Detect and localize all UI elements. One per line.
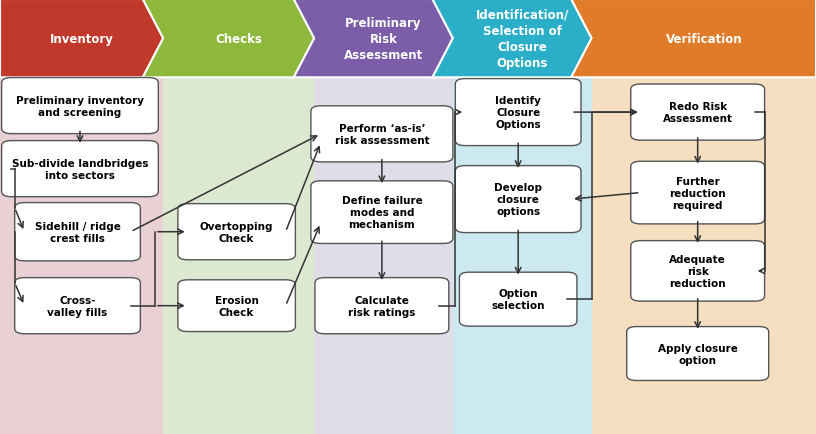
- FancyBboxPatch shape: [311, 107, 453, 163]
- Text: Define failure
modes and
mechanism: Define failure modes and mechanism: [342, 196, 422, 230]
- FancyBboxPatch shape: [15, 278, 140, 334]
- FancyBboxPatch shape: [631, 241, 765, 301]
- FancyBboxPatch shape: [631, 162, 765, 224]
- Text: Inventory: Inventory: [50, 33, 113, 46]
- FancyBboxPatch shape: [178, 280, 295, 332]
- FancyBboxPatch shape: [455, 166, 581, 233]
- FancyBboxPatch shape: [627, 327, 769, 381]
- FancyBboxPatch shape: [315, 278, 449, 334]
- Bar: [453, 78, 592, 434]
- Text: Develop
closure
options: Develop closure options: [494, 183, 542, 217]
- Text: Calculate
risk ratings: Calculate risk ratings: [348, 295, 415, 317]
- Text: Sub-divide landbridges
into sectors: Sub-divide landbridges into sectors: [11, 158, 149, 180]
- Text: Verification: Verification: [666, 33, 742, 46]
- Text: Option
selection: Option selection: [491, 289, 545, 310]
- Text: Apply closure
option: Apply closure option: [658, 343, 738, 365]
- FancyBboxPatch shape: [459, 273, 577, 326]
- Polygon shape: [143, 0, 314, 78]
- Polygon shape: [432, 0, 592, 78]
- FancyBboxPatch shape: [455, 79, 581, 146]
- FancyBboxPatch shape: [15, 203, 140, 261]
- Bar: [163, 78, 314, 434]
- Bar: [314, 78, 453, 434]
- Text: Perform ‘as-is’
risk assessment: Perform ‘as-is’ risk assessment: [335, 124, 429, 145]
- Text: Identification/
Selection of
Closure
Options: Identification/ Selection of Closure Opt…: [476, 9, 569, 69]
- FancyBboxPatch shape: [178, 204, 295, 260]
- FancyBboxPatch shape: [311, 181, 453, 244]
- Polygon shape: [0, 0, 163, 78]
- Text: Preliminary inventory
and screening: Preliminary inventory and screening: [16, 95, 144, 117]
- Text: Overtopping
Check: Overtopping Check: [200, 221, 273, 243]
- Text: Further
reduction
required: Further reduction required: [669, 176, 726, 210]
- FancyBboxPatch shape: [631, 85, 765, 141]
- Polygon shape: [294, 0, 453, 78]
- Text: Identify
Closure
Options: Identify Closure Options: [495, 96, 541, 130]
- Text: Erosion
Check: Erosion Check: [215, 295, 259, 317]
- Bar: [592, 78, 816, 434]
- Text: Checks: Checks: [215, 33, 262, 46]
- Text: Cross-
valley fills: Cross- valley fills: [47, 295, 108, 317]
- Text: Preliminary
Risk
Assessment: Preliminary Risk Assessment: [344, 16, 424, 62]
- Text: Adequate
risk
reduction: Adequate risk reduction: [669, 254, 726, 288]
- FancyBboxPatch shape: [2, 78, 158, 135]
- Text: Redo Risk
Assessment: Redo Risk Assessment: [663, 102, 733, 124]
- Text: Sidehill / ridge
crest fills: Sidehill / ridge crest fills: [34, 221, 121, 243]
- Bar: [0, 78, 163, 434]
- Polygon shape: [571, 0, 816, 78]
- FancyBboxPatch shape: [2, 141, 158, 197]
